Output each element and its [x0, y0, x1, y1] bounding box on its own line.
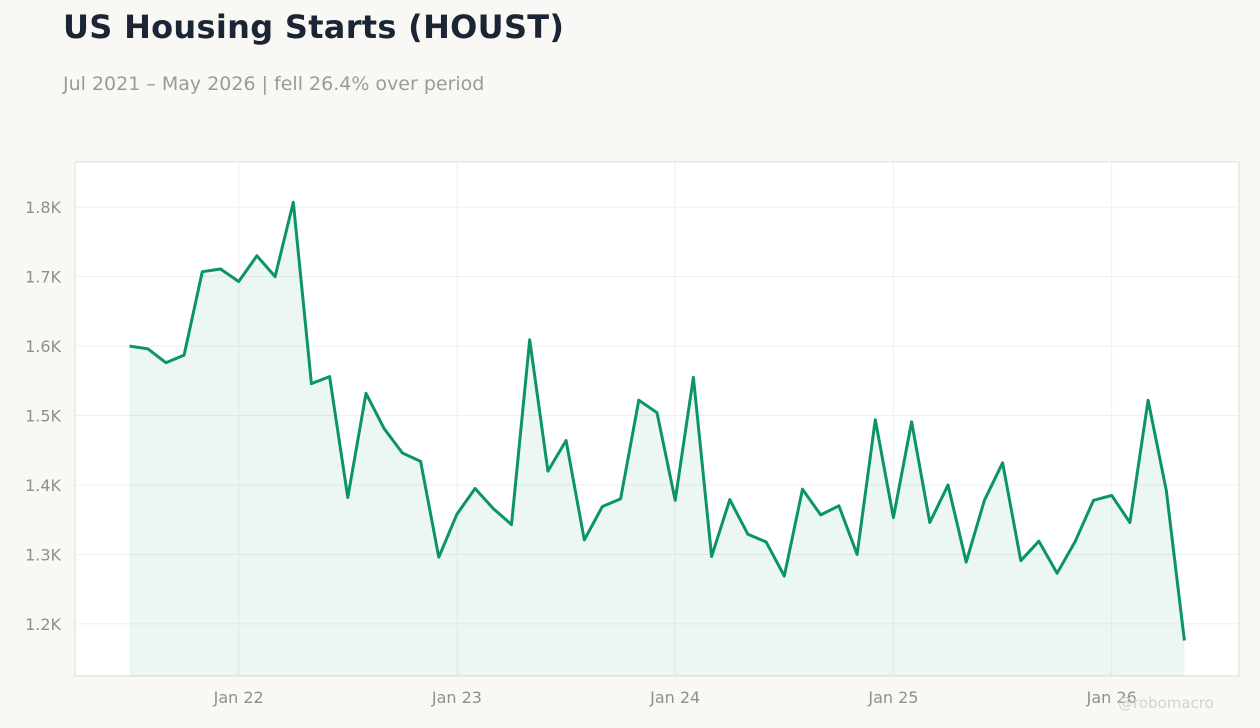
x-tick-label: Jan 23	[431, 688, 482, 707]
y-tick-label: 1.7K	[25, 268, 61, 287]
y-tick-label: 1.2K	[25, 615, 61, 634]
x-tick-label: Jan 25	[867, 688, 918, 707]
chart-subtitle: Jul 2021 – May 2026 | fell 26.4% over pe…	[63, 73, 485, 95]
y-tick-label: 1.5K	[25, 407, 61, 426]
x-axis: Jan 22 Jan 23 Jan 24 Jan 25 Jan 26	[213, 688, 1137, 707]
x-tick-label: Jan 26	[1086, 688, 1137, 707]
y-tick-label: 1.8K	[25, 198, 61, 217]
x-tick-label: Jan 22	[213, 688, 264, 707]
watermark: @robomacro	[1118, 694, 1214, 712]
y-tick-label: 1.3K	[25, 545, 61, 564]
y-tick-label: 1.4K	[25, 476, 61, 495]
series-line	[129, 200, 1186, 641]
x-tick-label: Jan 24	[649, 688, 700, 707]
y-axis: 1.2K 1.3K 1.4K 1.5K 1.6K 1.7K 1.8K	[25, 198, 61, 634]
y-tick-label: 1.6K	[25, 337, 61, 356]
area-fill	[129, 202, 1185, 677]
chart-title: US Housing Starts (HOUST)	[63, 8, 565, 46]
